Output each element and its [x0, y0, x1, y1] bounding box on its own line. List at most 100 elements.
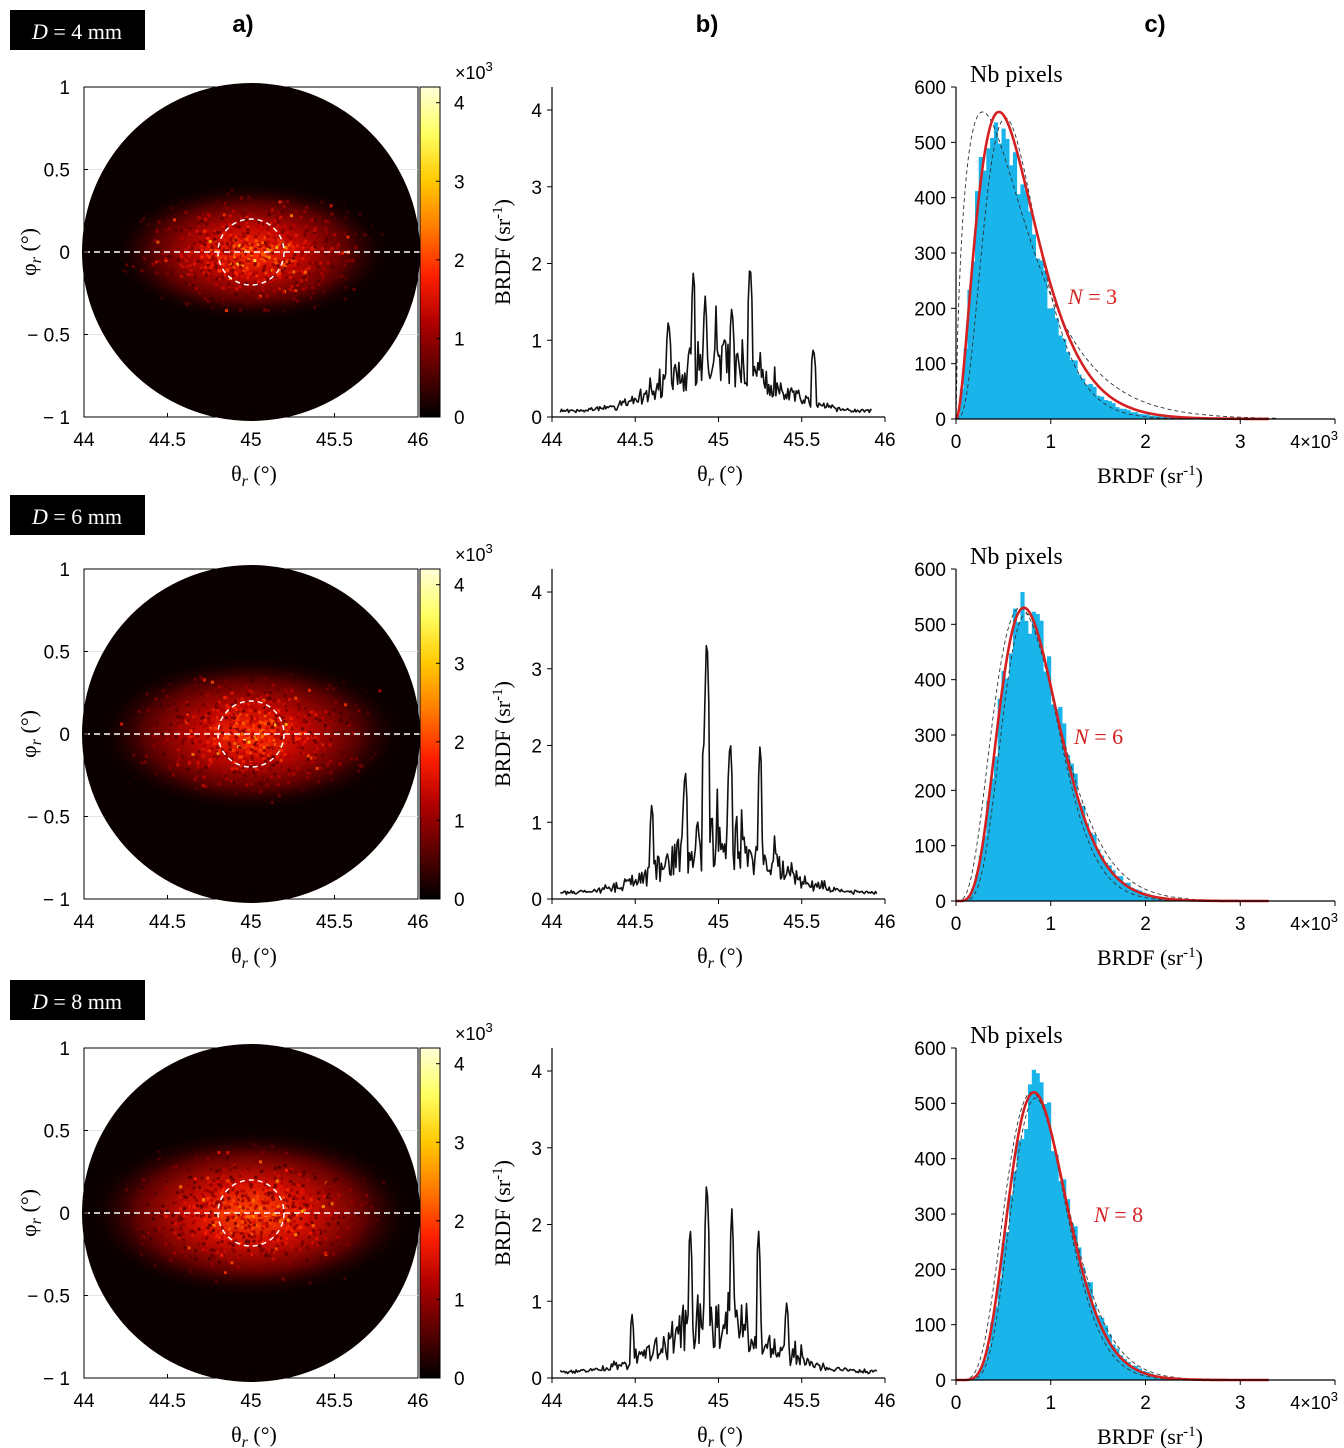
heatmap-speckle	[251, 272, 255, 276]
heatmap-speckle	[233, 286, 236, 289]
heatmap-speckle	[268, 1221, 272, 1225]
histogram-y-tick-label: 500	[914, 615, 946, 636]
heatmap-speckle	[226, 192, 230, 196]
histogram-bar	[1145, 893, 1150, 901]
heatmap-speckle	[266, 227, 270, 231]
heatmap-speckle	[225, 225, 229, 229]
heatmap-speckle	[193, 1231, 196, 1235]
heatmap-speckle	[292, 1227, 296, 1231]
histogram-bar	[978, 1368, 983, 1380]
heatmap-speckle	[230, 243, 234, 247]
heatmap-speckle	[308, 1231, 312, 1235]
heatmap-speckle	[252, 732, 256, 736]
heatmap-speckle	[361, 1177, 365, 1181]
heatmap-speckle	[276, 728, 280, 732]
heatmap-speckle	[291, 738, 295, 742]
heatmap-speckle	[246, 729, 250, 733]
heatmap-speckle	[221, 302, 225, 306]
heatmap-speckle	[277, 733, 281, 737]
heatmap-speckle	[204, 1238, 208, 1242]
heatmap-speckle	[354, 757, 358, 761]
heatmap-speckle	[283, 1220, 287, 1224]
histogram-bar	[1126, 410, 1131, 419]
heatmap-speckle	[233, 1166, 237, 1170]
heatmap-speckle	[282, 309, 286, 313]
heatmap-speckle	[276, 722, 279, 726]
heatmap-speckle	[298, 1206, 302, 1210]
heatmap-speckle	[305, 1204, 309, 1208]
multiplier-base: 4×10	[1290, 914, 1331, 934]
heatmap-speckle	[247, 1215, 251, 1219]
histogram-reference-curve	[955, 111, 1279, 420]
histogram-bar	[1092, 1304, 1097, 1380]
heatmap-speckle	[254, 1175, 258, 1179]
heatmap-speckle	[344, 216, 348, 220]
heatmap-y-tick-label: 1	[59, 1039, 70, 1060]
heatmap-speckle	[352, 705, 356, 709]
heatmap-speckle	[324, 252, 328, 256]
heatmap-speckle	[260, 734, 264, 738]
heatmap-speckle	[182, 1238, 186, 1242]
heatmap-speckle	[238, 708, 242, 712]
heatmap-speckle	[264, 719, 268, 723]
heatmap-speckle	[207, 1232, 211, 1236]
heatmap-speckle	[275, 217, 278, 221]
heatmap-speckle	[215, 1182, 219, 1186]
heatmap-speckle	[231, 748, 235, 752]
heatmap-speckle	[262, 278, 266, 282]
heatmap-speckle	[271, 737, 275, 741]
heatmap-speckle	[206, 728, 210, 732]
heatmap-speckle	[265, 294, 269, 298]
heatmap-speckle	[247, 291, 251, 295]
heatmap-speckle	[343, 733, 347, 737]
heatmap-speckle	[205, 236, 209, 240]
heatmap-x-tick-label: 45.5	[316, 430, 353, 451]
heatmap-speckle	[328, 1216, 332, 1220]
label-symbol: θ	[697, 943, 708, 968]
heatmap-speckle	[259, 1245, 263, 1249]
heatmap-speckle	[187, 245, 191, 249]
heatmap-speckle	[271, 263, 275, 267]
heatmap-speckle	[359, 1203, 363, 1207]
heatmap-speckle	[203, 229, 207, 233]
heatmap-speckle	[249, 751, 253, 755]
histogram-bar	[1096, 1315, 1101, 1380]
heatmap-speckle	[315, 767, 319, 770]
heatmap-speckle	[229, 1175, 233, 1179]
heatmap-speckle	[342, 681, 346, 685]
heatmap-speckle	[237, 218, 241, 222]
heatmap-speckle	[233, 738, 237, 742]
heatmap-speckle	[261, 1255, 265, 1259]
heatmap-speckle	[253, 262, 257, 266]
label-symbol: θ	[697, 461, 708, 486]
heatmap-speckle	[214, 249, 218, 253]
heatmap-speckle	[370, 1205, 374, 1209]
heatmap-speckle	[222, 1174, 226, 1178]
histogram-bar	[1107, 1334, 1112, 1380]
heatmap-speckle	[288, 253, 292, 257]
heatmap-speckle	[323, 1229, 327, 1233]
heatmap-speckle	[232, 770, 236, 774]
heatmap-speckle	[271, 1212, 275, 1216]
heatmap-y-tick-label: 0	[59, 243, 70, 264]
heatmap-speckle	[259, 750, 263, 754]
heatmap-speckle	[296, 1235, 300, 1239]
heatmap-speckle	[315, 1237, 319, 1241]
heatmap-speckle	[132, 701, 136, 705]
heatmap-speckle	[222, 286, 226, 290]
heatmap-speckle	[206, 740, 210, 744]
histogram-bar	[1035, 1073, 1040, 1380]
heatmap-speckle	[346, 210, 350, 214]
heatmap-speckle	[292, 1197, 296, 1200]
heatmap-speckle	[220, 275, 224, 278]
heatmap-speckle	[140, 761, 144, 765]
heatmap-speckle	[323, 244, 327, 248]
heatmap-speckle	[210, 306, 214, 310]
heatmap-speckle	[329, 237, 332, 241]
heatmap-speckle	[334, 701, 338, 705]
heatmap-speckle	[264, 745, 268, 749]
heatmap-speckle	[294, 1248, 298, 1252]
histogram-bar	[1005, 138, 1010, 419]
heatmap-speckle	[219, 1172, 223, 1176]
heatmap-speckle	[228, 268, 232, 272]
